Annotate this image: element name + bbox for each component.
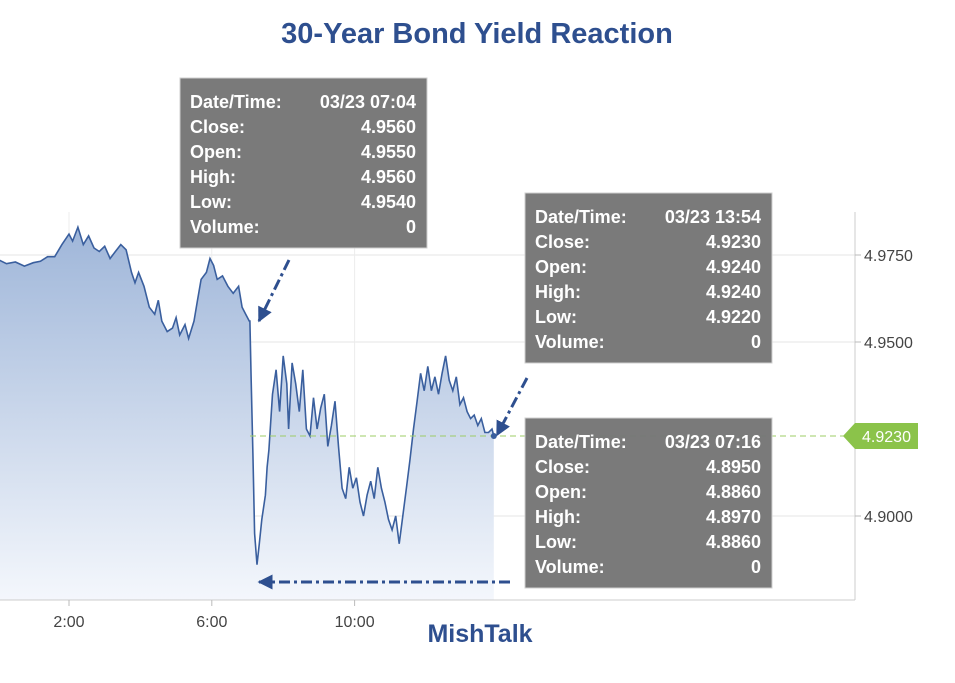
tooltip-value-close: 4.9560 xyxy=(361,117,416,137)
y-axis-ticks: 4.9750 4.9500 4.9000 xyxy=(855,248,913,526)
arrow-to-pre-drop xyxy=(257,259,291,323)
tooltip-label-close: Close: xyxy=(535,232,590,252)
x-tick-label: 2:00 xyxy=(53,614,84,631)
tooltip-value-low: 4.9220 xyxy=(706,307,761,327)
tooltip-label-date-time: Date/Time: xyxy=(535,207,627,227)
tooltip-label-date-time: Date/Time: xyxy=(190,92,282,112)
tooltip-value-open: 4.8860 xyxy=(706,482,761,502)
tooltip-label-open: Open: xyxy=(535,482,587,502)
tooltip-value-open: 4.9550 xyxy=(361,142,416,162)
tooltip-box: Date/Time: 03/23 07:04 Close: 4.9560 Open: 4.… xyxy=(179,77,428,249)
tooltip-value-date-time: 03/23 07:04 xyxy=(320,92,416,112)
tooltips: Date/Time: 03/23 07:04 Close: 4.9560 Open: 4.… xyxy=(179,77,773,589)
tooltip-value-open: 4.9240 xyxy=(706,257,761,277)
tooltip-value-volume: 0 xyxy=(751,332,761,352)
x-tick-label: 6:00 xyxy=(196,614,227,631)
tooltip-value-low: 4.9540 xyxy=(361,192,416,212)
y-tick-label: 4.9750 xyxy=(864,248,913,265)
tooltip-value-volume: 0 xyxy=(751,557,761,577)
series-line xyxy=(0,224,495,565)
tooltip-value-high: 4.8970 xyxy=(706,507,761,527)
series-area-fill xyxy=(0,227,494,600)
tooltip-value-close: 4.8950 xyxy=(706,457,761,477)
tooltip-value-high: 4.9240 xyxy=(706,282,761,302)
tooltip-label-low: Low: xyxy=(190,192,232,212)
tooltip-value-volume: 0 xyxy=(406,217,416,237)
tooltip-value-low: 4.8860 xyxy=(706,532,761,552)
x-tick-label: 10:00 xyxy=(335,614,375,631)
x-axis-ticks: 2:00 6:00 10:00 xyxy=(53,600,375,631)
tooltip-label-low: Low: xyxy=(535,532,577,552)
tooltip-label-date-time: Date/Time: xyxy=(535,432,627,452)
tooltip-value-date-time: 03/23 13:54 xyxy=(665,207,761,227)
tooltip-label-high: High: xyxy=(535,282,581,302)
tooltip-value-close: 4.9230 xyxy=(706,232,761,252)
tooltip-label-volume: Volume: xyxy=(535,557,605,577)
tooltip-background xyxy=(179,77,428,249)
last-price-label: 4.9230 xyxy=(862,429,911,446)
tooltip-label-open: Open: xyxy=(535,257,587,277)
tooltip-label-open: Open: xyxy=(190,142,242,162)
tooltip-label-close: Close: xyxy=(190,117,245,137)
tooltip-label-high: High: xyxy=(535,507,581,527)
tooltip-label-high: High: xyxy=(190,167,236,187)
tooltip-label-volume: Volume: xyxy=(190,217,260,237)
last-point-marker xyxy=(490,432,497,439)
chart-title: 30-Year Bond Yield Reaction xyxy=(281,18,673,50)
brand-label: MishTalk xyxy=(427,620,532,648)
tooltip-background xyxy=(524,417,773,589)
tooltip-box: Date/Time: 03/23 07:16 Close: 4.8950 Open: 4.… xyxy=(524,417,773,589)
tooltip-background xyxy=(524,192,773,364)
tooltip-value-high: 4.9560 xyxy=(361,167,416,187)
y-tick-label: 4.9000 xyxy=(864,509,913,526)
tooltip-label-low: Low: xyxy=(535,307,577,327)
tooltip-label-close: Close: xyxy=(535,457,590,477)
y-tick-label: 4.9500 xyxy=(864,335,913,352)
arrow-to-last-price xyxy=(495,377,529,437)
tooltip-label-volume: Volume: xyxy=(535,332,605,352)
tooltip-value-date-time: 03/23 07:16 xyxy=(665,432,761,452)
tooltip-box: Date/Time: 03/23 13:54 Close: 4.9230 Open: 4.… xyxy=(524,192,773,364)
last-price-badge: 4.9230 xyxy=(843,422,918,449)
